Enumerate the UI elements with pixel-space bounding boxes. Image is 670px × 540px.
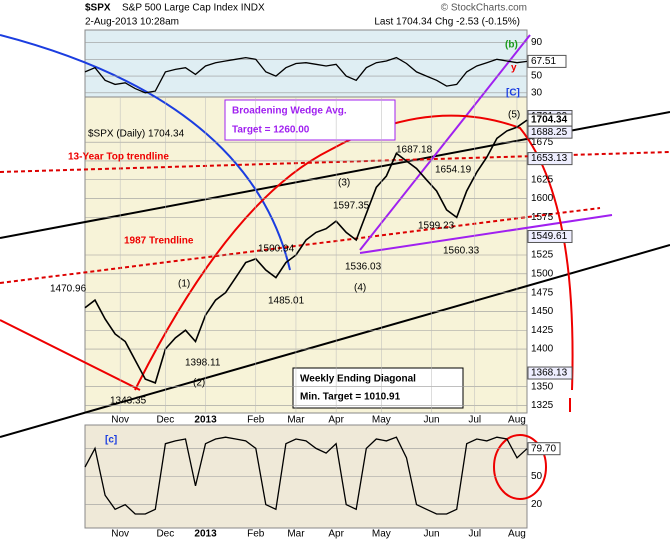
last-value-tag — [527, 54, 567, 68]
x-tick-label: Jul — [468, 529, 481, 540]
annotation: (4) — [354, 283, 366, 294]
price-label: 1500.94 — [258, 244, 295, 255]
index-name: S&P 500 Large Cap Index INDX — [122, 3, 265, 14]
x-tick-label: Apr — [328, 529, 344, 540]
price-tag-label: 1368.13 — [531, 368, 568, 379]
price-label: 1398.11 — [185, 358, 221, 369]
y-tick-label: 50 — [531, 471, 543, 482]
x-tick-label: Jul — [468, 415, 481, 426]
price-tag — [527, 152, 573, 166]
annotation: [C] — [506, 88, 520, 99]
y-tick-label: 20 — [531, 499, 543, 510]
annotation: 13-Year Top trendline — [68, 152, 169, 163]
price-label: 1470.96 — [50, 284, 87, 295]
x-tick-label: Jun — [424, 415, 440, 426]
annotation: [c] — [105, 435, 117, 446]
y-tick-label: 1500 — [531, 268, 554, 279]
quote: Last 1704.34 Chg -2.53 (-0.15%) — [374, 17, 520, 28]
x-tick-label: Nov — [111, 415, 129, 426]
price-label: 1536.03 — [345, 262, 382, 273]
indicator-line — [84, 436, 528, 515]
x-tick-label: Feb — [247, 529, 265, 540]
x-tick-label: Dec — [156, 529, 174, 540]
last-value-label: 79.70 — [531, 443, 556, 454]
y-tick-label: 1400 — [531, 344, 554, 355]
x-tick-label: Aug — [508, 415, 526, 426]
price-tag — [527, 125, 573, 139]
annotation: (5) — [508, 110, 520, 121]
x-tick-label: Nov — [111, 529, 129, 540]
price-tag-label: 1704.34 — [531, 115, 568, 126]
x-tick-label: Dec — [156, 415, 174, 426]
price-label: 1560.33 — [443, 246, 480, 257]
price-label: 1654.19 — [435, 165, 472, 176]
annotation: (2) — [193, 378, 205, 389]
annotation: Broadening Wedge Avg. — [232, 106, 347, 117]
last-value-label: 67.51 — [531, 56, 556, 67]
y-tick-label: 1425 — [531, 325, 554, 336]
price-tag — [527, 229, 573, 243]
y-tick-label: 50 — [531, 71, 543, 82]
annotation: y — [511, 63, 517, 74]
price-tag — [527, 366, 573, 380]
annotation: (1) — [178, 279, 190, 290]
y-tick-label: 90 — [531, 37, 543, 48]
price-tag-label: 1688.25 — [531, 127, 568, 138]
y-tick-label: 1525 — [531, 250, 554, 261]
last-value-tag — [527, 442, 561, 456]
annotation: Min. Target = 1010.91 — [300, 392, 401, 403]
indicator-line — [84, 56, 528, 94]
y-tick-label: 30 — [531, 87, 543, 98]
credit: © StockCharts.com — [441, 3, 527, 14]
price-label: 1485.01 — [268, 296, 305, 307]
x-tick-label: Aug — [508, 529, 526, 540]
x-tick-label: May — [372, 415, 391, 426]
trendlines — [0, 34, 670, 500]
annotation: Weekly Ending Diagonal — [300, 374, 416, 385]
price-tag-label: 1653.13 — [531, 153, 568, 164]
x-tick-label: Mar — [287, 415, 305, 426]
x-tick-label: Jun — [424, 529, 440, 540]
price-label: 1599.23 — [418, 221, 455, 232]
y-tick-label: 1600 — [531, 193, 554, 204]
x-tick-label: Apr — [328, 415, 344, 426]
price-label: 1343.35 — [110, 396, 147, 407]
annotation: Target = 1260.00 — [232, 125, 310, 136]
x-tick-label: Mar — [287, 529, 305, 540]
y-tick-label: 1350 — [531, 381, 554, 392]
y-tick-label: 1475 — [531, 287, 554, 298]
y-tick-label: 1450 — [531, 306, 554, 317]
legend: $SPX (Daily) 1704.34 — [88, 129, 185, 140]
x-tick-label: 2013 — [194, 415, 217, 426]
price-label: 1597.35 — [333, 201, 370, 212]
y-tick-label: 1625 — [531, 174, 554, 185]
symbol: $SPX — [85, 3, 111, 14]
date: 2-Aug-2013 10:28am — [85, 17, 179, 28]
price-label: 1687.18 — [396, 145, 433, 156]
annotation: (b) — [505, 40, 518, 51]
rsi-panel — [84, 29, 528, 98]
y-tick-label: 1325 — [531, 400, 554, 411]
x-tick-label: Feb — [247, 415, 265, 426]
price-tag-label: 1549.61 — [531, 231, 568, 242]
annotation: (3) — [338, 178, 350, 189]
x-tick-label: 2013 — [194, 529, 217, 540]
annotation: 1987 Trendline — [124, 236, 194, 247]
x-tick-label: May — [372, 529, 391, 540]
price-line — [84, 119, 528, 384]
y-tick-label: 1575 — [531, 212, 554, 223]
y-tick-label: 1675 — [531, 137, 554, 148]
